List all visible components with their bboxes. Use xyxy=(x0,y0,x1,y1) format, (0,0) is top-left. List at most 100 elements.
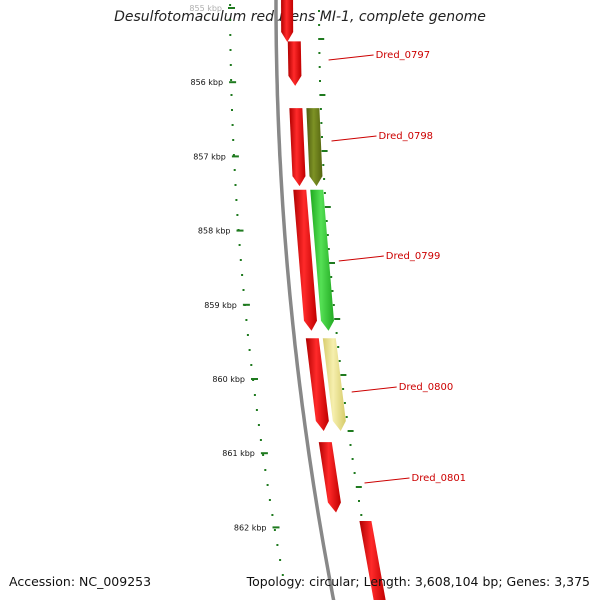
feature-track-mark xyxy=(318,24,321,26)
feature-track-mark xyxy=(319,94,326,96)
minor-tick xyxy=(257,424,260,426)
minor-tick xyxy=(259,439,262,441)
major-tick xyxy=(236,229,244,232)
label-leader-line xyxy=(328,54,374,61)
minor-tick xyxy=(229,49,232,51)
tick-label: 860 kbp xyxy=(212,375,245,384)
accession-text: Accession: NC_009253 xyxy=(9,574,152,589)
feature-track-mark xyxy=(347,430,354,432)
label-leader-line xyxy=(331,135,377,142)
feature-track-mark xyxy=(326,234,329,236)
minor-tick xyxy=(273,529,276,531)
minor-tick xyxy=(248,349,251,351)
feature-track-mark xyxy=(325,220,328,222)
minor-tick xyxy=(229,64,232,66)
major-tick xyxy=(228,7,235,9)
genome-backbone-ring xyxy=(274,0,336,600)
feature-track-mark xyxy=(335,332,338,334)
gene-arrow-dred_0800 xyxy=(322,338,346,431)
minor-tick xyxy=(239,259,242,261)
feature-track-mark xyxy=(345,416,348,418)
feature-track-mark xyxy=(318,66,321,68)
tick-label: 862 kbp xyxy=(234,523,267,532)
tick-label: 857 kbp xyxy=(193,152,226,161)
feature-track-mark xyxy=(318,10,320,12)
feature-track-mark xyxy=(353,472,356,474)
tick-label: 861 kbp xyxy=(222,449,255,458)
gene-arrow-dred_0799 xyxy=(310,189,334,331)
minor-tick xyxy=(268,499,271,501)
minor-tick xyxy=(238,244,241,246)
feature-track-mark xyxy=(318,38,325,40)
feature-track-mark xyxy=(334,318,341,320)
minor-tick xyxy=(255,409,258,411)
feature-track-mark xyxy=(342,388,345,390)
feature-track-mark xyxy=(338,360,341,362)
feature-track-mark xyxy=(337,346,340,348)
minor-tick xyxy=(266,484,269,486)
major-tick xyxy=(251,378,258,380)
feature-track-mark xyxy=(329,262,335,264)
feature-track-mark xyxy=(330,276,333,278)
label-leader-line xyxy=(364,477,410,484)
major-tick xyxy=(260,452,268,455)
feature-track-mark xyxy=(340,374,347,376)
cds-arrow xyxy=(287,41,302,86)
major-tick xyxy=(272,526,280,529)
gene-label-dred_0800[interactable]: Dred_0800 xyxy=(399,382,454,393)
minor-tick xyxy=(245,319,248,321)
minor-tick xyxy=(235,199,238,201)
gene-label-dred_0797[interactable]: Dred_0797 xyxy=(376,50,431,61)
minor-tick xyxy=(231,109,233,111)
minor-tick xyxy=(246,334,249,336)
feature-track-mark xyxy=(322,164,325,166)
feature-track-mark xyxy=(318,52,321,54)
feature-track-mark xyxy=(360,514,363,516)
cds-arrow xyxy=(318,442,341,513)
minor-tick xyxy=(250,364,253,366)
gene-arrow-dred_0798 xyxy=(306,108,323,187)
feature-track-mark xyxy=(324,206,331,208)
cds-arrow xyxy=(293,189,317,331)
feature-track-mark xyxy=(320,122,323,124)
genome-summary-text: Topology: circular; Length: 3,608,104 bp… xyxy=(246,574,590,589)
minor-tick xyxy=(264,469,267,471)
tick-label: 856 kbp xyxy=(190,78,223,87)
feature-track-mark xyxy=(323,178,326,180)
kbp-tick-ruler: 855 kbp 856 kbp 857 kbp 858 kbp 859 kbp 860 k… xyxy=(189,4,284,576)
minor-tick xyxy=(262,454,265,456)
minor-tick xyxy=(229,34,232,36)
tick-label: 859 kbp xyxy=(204,301,237,310)
feature-track-mark xyxy=(321,136,323,138)
major-tick xyxy=(231,155,239,158)
gene-label-dred_0801[interactable]: Dred_0801 xyxy=(412,473,467,484)
minor-tick xyxy=(281,574,284,576)
feature-track-mark xyxy=(351,458,354,460)
major-tick xyxy=(242,303,250,306)
gene-arrow-partial xyxy=(281,0,294,42)
minor-tick xyxy=(230,94,233,96)
feature-track-mark xyxy=(327,248,330,250)
gene-label-dred_0798[interactable]: Dred_0798 xyxy=(379,131,434,142)
genome-title: Desulfotomaculum reducens MI-1, complete… xyxy=(114,9,486,25)
gene-track xyxy=(281,0,386,600)
gene-label-dred_0799[interactable]: Dred_0799 xyxy=(386,251,441,262)
cds-arrow xyxy=(305,338,329,431)
feature-track-mark xyxy=(331,290,334,292)
minor-tick xyxy=(271,514,274,516)
feature-track-mark xyxy=(319,108,322,110)
minor-tick xyxy=(232,154,235,156)
major-tick xyxy=(229,81,237,84)
minor-tick xyxy=(233,169,236,171)
feature-track-mark xyxy=(319,80,321,82)
feature-track-mark xyxy=(358,500,360,502)
gene-labels: Dred_0797 Dred_0798 Dred_0799 Dred_0800 Dred… xyxy=(328,50,467,484)
feature-track-mark xyxy=(332,304,335,306)
minor-tick xyxy=(236,214,239,216)
tick-label: 855 kbp xyxy=(189,4,222,13)
label-leader-line xyxy=(338,255,384,262)
minor-tick xyxy=(279,559,282,561)
minor-tick xyxy=(229,19,232,21)
minor-tick xyxy=(276,544,279,546)
